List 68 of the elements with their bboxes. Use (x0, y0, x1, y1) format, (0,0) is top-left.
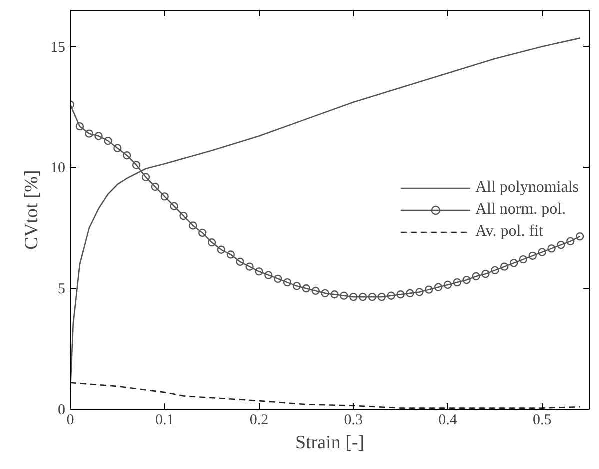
point (76, 122, 84, 131)
x-tick-label: 0.3 (344, 412, 363, 428)
legend-label: Av. pol. fit (475, 222, 544, 240)
x-tick-label: 0.1 (155, 412, 174, 428)
point (576, 232, 584, 241)
point (85, 130, 94, 138)
point (482, 270, 490, 278)
x-tick-label: 0.2 (250, 412, 269, 428)
point (406, 289, 414, 298)
point (264, 271, 273, 280)
point (500, 262, 509, 271)
point (283, 278, 292, 287)
y-tick-label: 5 (58, 282, 66, 298)
point (434, 283, 443, 292)
y-axis-title: CVtot [%] (22, 170, 42, 250)
point (198, 228, 207, 238)
point (123, 152, 132, 160)
point (538, 248, 546, 256)
point (378, 292, 386, 302)
y-tick-label: 10 (50, 160, 66, 177)
point (424, 286, 434, 294)
point (217, 246, 226, 254)
point (302, 284, 311, 293)
point (132, 161, 141, 170)
point (387, 292, 396, 300)
legend-label: All polynomials (475, 178, 579, 196)
point (151, 182, 160, 192)
point (160, 192, 169, 201)
point (246, 262, 254, 271)
point (236, 258, 244, 266)
point (312, 286, 320, 296)
point (114, 144, 122, 152)
point (519, 255, 528, 264)
point (255, 268, 264, 276)
point (208, 238, 216, 247)
point (226, 250, 236, 259)
point (453, 278, 462, 287)
x-axis-title: Strain [-] (295, 432, 365, 454)
point (189, 222, 198, 230)
point (142, 173, 150, 182)
point (472, 272, 480, 281)
point (349, 292, 358, 302)
point (548, 244, 556, 253)
point (274, 274, 282, 284)
point (396, 290, 405, 299)
x-tick-label: 0.4 (438, 412, 458, 428)
legend-label: All norm. pol. (475, 200, 566, 218)
point (170, 202, 178, 210)
point (330, 290, 339, 299)
point (416, 288, 424, 296)
point (94, 132, 103, 140)
point (358, 292, 368, 302)
y-tick-label: 0 (58, 402, 66, 418)
point (444, 280, 452, 290)
point (104, 136, 112, 146)
point (292, 282, 302, 290)
point (491, 266, 500, 275)
point (180, 212, 188, 220)
y-tick-label: 15 (50, 40, 66, 56)
point (566, 237, 575, 246)
point (368, 292, 377, 302)
point (462, 276, 471, 284)
point (510, 259, 518, 268)
x-tick-label: 0.5 (532, 412, 552, 428)
point (557, 240, 566, 250)
point (528, 252, 537, 260)
point (321, 289, 330, 298)
point (340, 292, 348, 300)
